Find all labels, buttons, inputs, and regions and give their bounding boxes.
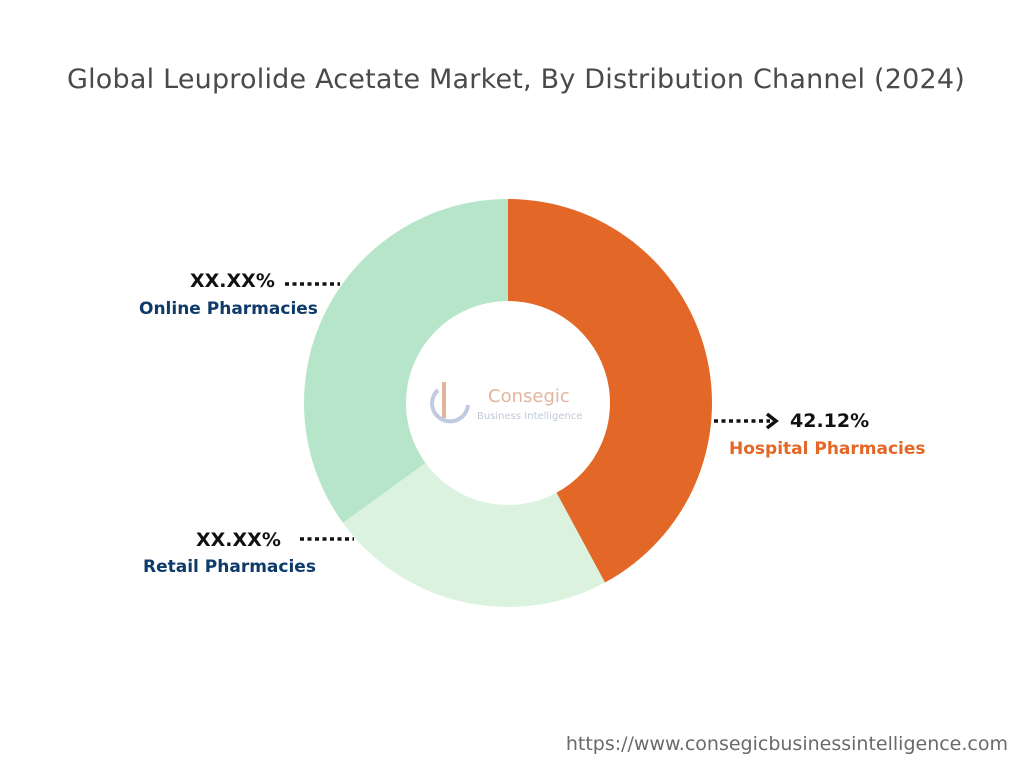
chart-title: Global Leuprolide Acetate Market, By Dis… [66, 64, 966, 95]
data-label-retail-category: Retail Pharmacies [143, 557, 316, 577]
slice-retail-pharmacies [342, 462, 605, 607]
donut-slices [303, 199, 712, 607]
data-label-online-category: Online Pharmacies [139, 299, 318, 319]
logo-name: Consegic [488, 386, 570, 407]
logo-mark-icon [430, 388, 470, 424]
slice-online-pharmacies [303, 199, 508, 523]
source-url: https://www.consegicbusinessintelligence… [565, 733, 1008, 755]
arrowhead-icon [765, 412, 779, 430]
leader-lines [285, 282, 779, 541]
slice-hospital-pharmacies [508, 199, 712, 583]
center-logo: Consegic Business Intelligence [430, 382, 582, 424]
logo-tagline: Business Intelligence [477, 411, 582, 422]
data-label-online-value: XX.XX% [190, 270, 275, 292]
data-label-retail-value: XX.XX% [196, 529, 281, 551]
data-label-hospital-value: 42.12% [790, 410, 870, 432]
data-label-hospital-category: Hospital Pharmacies [729, 439, 926, 459]
